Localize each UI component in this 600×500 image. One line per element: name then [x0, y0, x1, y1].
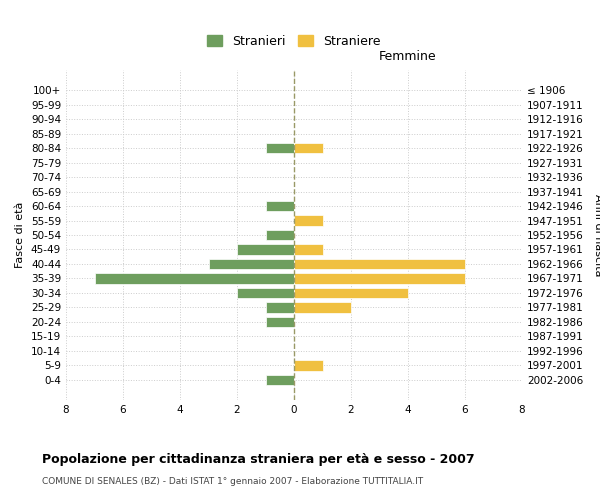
Bar: [294, 288, 408, 298]
Bar: [265, 201, 294, 211]
Bar: [265, 302, 294, 312]
Bar: [294, 302, 351, 312]
Bar: [294, 216, 323, 226]
Bar: [294, 244, 323, 254]
Bar: [294, 143, 323, 153]
Text: COMUNE DI SENALES (BZ) - Dati ISTAT 1° gennaio 2007 - Elaborazione TUTTITALIA.IT: COMUNE DI SENALES (BZ) - Dati ISTAT 1° g…: [42, 478, 423, 486]
Y-axis label: Anni di nascita: Anni di nascita: [593, 194, 600, 276]
Text: Popolazione per cittadinanza straniera per età e sesso - 2007: Popolazione per cittadinanza straniera p…: [42, 452, 475, 466]
Legend: Stranieri, Straniere: Stranieri, Straniere: [202, 30, 386, 53]
Bar: [294, 274, 465, 283]
Text: Femmine: Femmine: [379, 50, 437, 64]
Bar: [95, 274, 294, 283]
Bar: [294, 259, 465, 269]
Bar: [237, 288, 294, 298]
Y-axis label: Fasce di età: Fasce di età: [16, 202, 25, 268]
Bar: [237, 244, 294, 254]
Bar: [265, 230, 294, 240]
Bar: [294, 360, 323, 370]
Bar: [265, 143, 294, 153]
Bar: [265, 375, 294, 385]
Bar: [209, 259, 294, 269]
Bar: [265, 317, 294, 327]
